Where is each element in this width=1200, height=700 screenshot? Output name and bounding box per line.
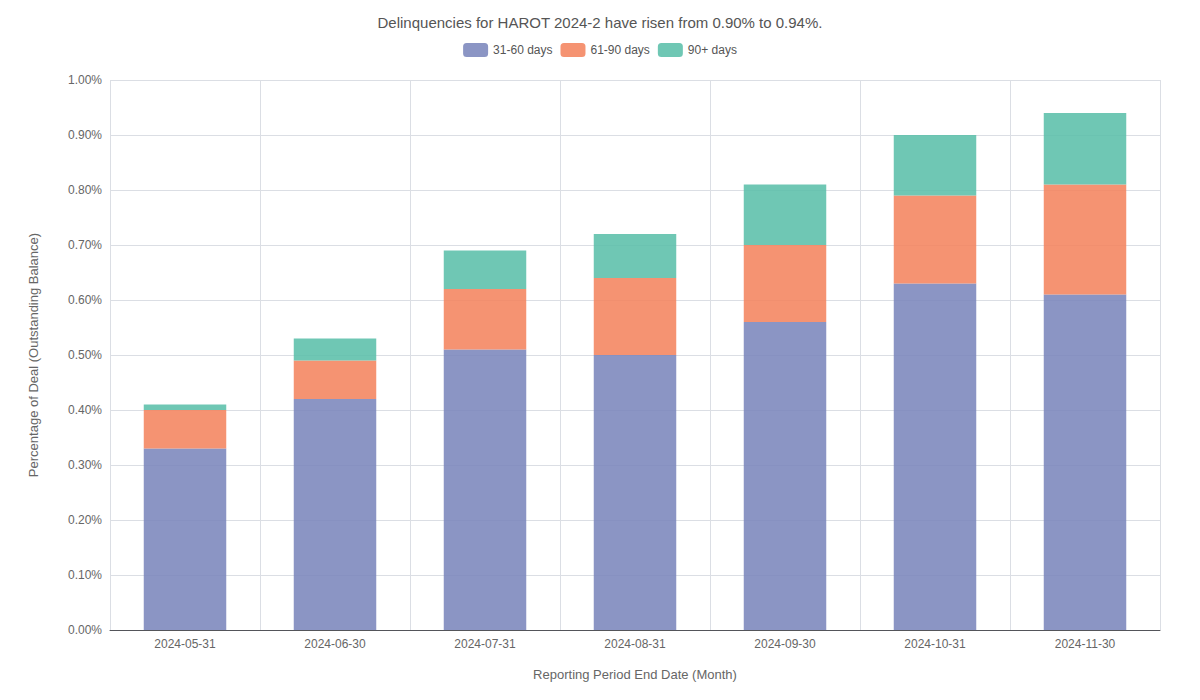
svg-text:0.80%: 0.80%: [68, 183, 102, 197]
svg-text:0.50%: 0.50%: [68, 348, 102, 362]
svg-text:Delinquencies for HAROT 2024-2: Delinquencies for HAROT 2024-2 have rise…: [378, 14, 823, 31]
svg-text:2024-11-30: 2024-11-30: [1055, 637, 1116, 651]
svg-text:0.00%: 0.00%: [68, 623, 102, 637]
svg-text:2024-09-30: 2024-09-30: [754, 637, 816, 651]
svg-text:0.30%: 0.30%: [68, 458, 102, 472]
svg-text:31-60 days: 31-60 days: [493, 43, 552, 57]
svg-text:Reporting Period End Date (Mon: Reporting Period End Date (Month): [533, 667, 737, 682]
svg-text:0.40%: 0.40%: [68, 403, 102, 417]
svg-text:0.60%: 0.60%: [68, 293, 102, 307]
svg-text:0.90%: 0.90%: [68, 128, 102, 142]
svg-text:2024-05-31: 2024-05-31: [154, 637, 216, 651]
svg-text:61-90 days: 61-90 days: [590, 43, 649, 57]
svg-text:2024-10-31: 2024-10-31: [904, 637, 966, 651]
svg-text:2024-08-31: 2024-08-31: [604, 637, 666, 651]
svg-text:0.20%: 0.20%: [68, 513, 102, 527]
svg-text:2024-06-30: 2024-06-30: [304, 637, 366, 651]
svg-text:0.70%: 0.70%: [68, 238, 102, 252]
svg-text:90+ days: 90+ days: [688, 43, 737, 57]
svg-text:Percentage of Deal (Outstandin: Percentage of Deal (Outstanding Balance): [26, 233, 41, 477]
svg-text:2024-07-31: 2024-07-31: [454, 637, 516, 651]
svg-text:1.00%: 1.00%: [68, 73, 102, 87]
svg-text:0.10%: 0.10%: [68, 568, 102, 582]
